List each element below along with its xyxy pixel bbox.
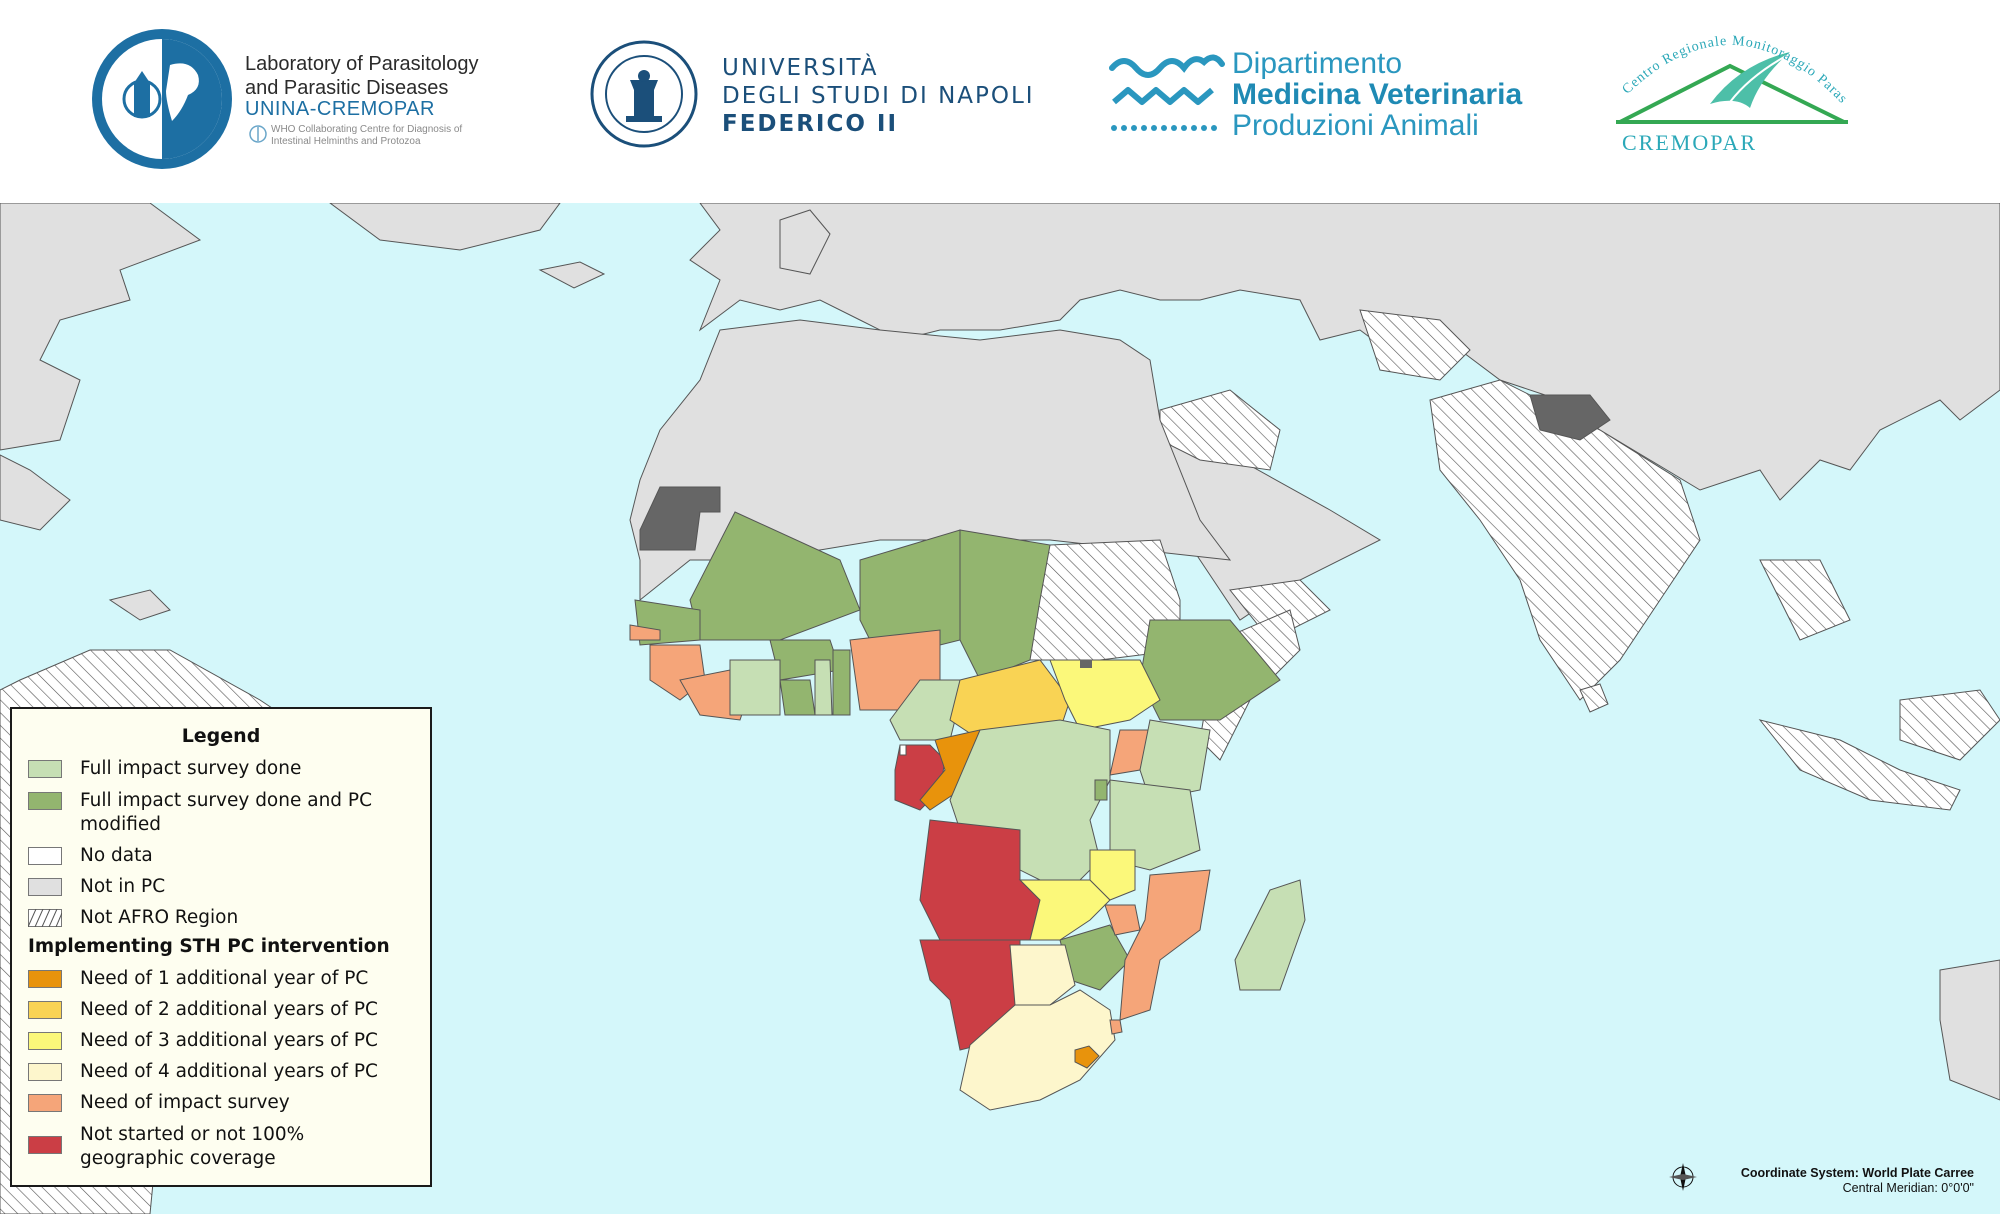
map-legend: Legend Full impact survey done Full impa… bbox=[10, 707, 432, 1187]
department-name: Dipartimento Medicina Veterinaria Produz… bbox=[1232, 48, 1522, 141]
land-indonesia bbox=[1758, 719, 1961, 811]
who-emblem-icon bbox=[249, 125, 267, 143]
lab-name-line2: and Parasitic Diseases bbox=[245, 77, 449, 99]
legend-label: Need of impact survey bbox=[80, 1092, 290, 1113]
department-line2: Medicina Veterinaria bbox=[1232, 78, 1523, 111]
country-south-sudan bbox=[1049, 659, 1161, 731]
university-line1: UNIVERSITÀ bbox=[722, 55, 879, 81]
land-indochina bbox=[1759, 559, 1851, 641]
land-central-america bbox=[0, 454, 71, 531]
lab-name-line1: Laboratory of Parasitology bbox=[245, 53, 479, 75]
land-turkmenistan bbox=[1359, 309, 1471, 381]
legend-label: Need of 3 additional years of PC bbox=[80, 1030, 378, 1051]
country-ghana bbox=[779, 679, 816, 716]
country-western-sahara bbox=[639, 486, 721, 551]
land-yemen bbox=[1229, 579, 1331, 641]
swatch-full-impact-modified bbox=[28, 792, 62, 810]
legend-label: Need of 4 additional years of PC bbox=[80, 1061, 378, 1082]
swatch-4-years bbox=[28, 1063, 62, 1081]
land-borneo bbox=[1899, 689, 2000, 761]
legend-label: Not in PC bbox=[80, 876, 166, 897]
swatch-not-afro-hatch bbox=[28, 909, 62, 927]
swatch-full-impact bbox=[28, 760, 62, 778]
lab-acronym: UNINA-CREMOPAR bbox=[245, 98, 435, 120]
svg-text:Centro Regionale Monitoraggio: Centro Regionale Monitoraggio Parassitos… bbox=[1600, 14, 1850, 107]
land-iceland bbox=[538, 261, 606, 289]
who-collab-line2: Intestinal Helminths and Protozoa bbox=[271, 136, 421, 147]
university-seal-icon bbox=[590, 40, 698, 148]
country-botswana bbox=[1009, 944, 1076, 1006]
land-north-america bbox=[0, 203, 202, 451]
university-line2: DEGLI STUDI DI NAPOLI bbox=[722, 83, 1035, 109]
coordinate-system: Coordinate System: World Plate Carree bbox=[1740, 1166, 1974, 1180]
legend-label: Need of 2 additional years of PC bbox=[80, 999, 378, 1020]
country-malawi bbox=[1104, 904, 1141, 936]
cremopar-arc-text: Centro Regionale Monitoraggio Parassitos… bbox=[1600, 14, 1850, 107]
lab-name: Laboratory of Parasitology and Parasitic… bbox=[245, 52, 478, 100]
land-greenland bbox=[329, 203, 561, 251]
department-wave-icon bbox=[1109, 54, 1225, 131]
land-australia bbox=[1939, 959, 2000, 1101]
legend-label: Full impact survey done bbox=[80, 758, 302, 779]
country-togo bbox=[814, 659, 833, 716]
land-caribbean bbox=[108, 589, 171, 621]
department-line1: Dipartimento bbox=[1232, 47, 1403, 80]
swatch-not-in-pc bbox=[28, 878, 62, 896]
who-collab-line1: WHO Collaborating Centre for Diagnosis o… bbox=[271, 124, 463, 135]
department-line3: Produzioni Animali bbox=[1232, 109, 1479, 142]
country-mozambique bbox=[1119, 869, 1211, 1021]
swatch-impact-survey bbox=[28, 1094, 62, 1112]
who-collab-text: WHO Collaborating Centre for Diagnosis o… bbox=[271, 124, 462, 148]
country-gambia bbox=[629, 624, 661, 641]
cremopar-wordmark: CREMOPAR bbox=[1622, 130, 1758, 155]
legend-subtitle: Implementing STH PC intervention bbox=[28, 936, 390, 957]
land-sri-lanka bbox=[1579, 683, 1609, 713]
coordinate-info: Coordinate System: World Plate Carree Ce… bbox=[1741, 1166, 1974, 1196]
university-name: UNIVERSITÀ DEGLI STUDI DI NAPOLI FEDERIC… bbox=[722, 54, 1035, 138]
legend-label: No data bbox=[80, 845, 153, 866]
swatch-not-started bbox=[28, 1136, 62, 1154]
unina-cremopar-logo bbox=[90, 25, 234, 177]
country-madagascar bbox=[1234, 879, 1306, 991]
legend-label: Full impact survey done and PC modified bbox=[80, 790, 372, 835]
country-south-africa bbox=[959, 989, 1116, 1111]
swatch-1-year bbox=[28, 970, 62, 988]
legend-label: Not AFRO Region bbox=[80, 907, 239, 928]
legend-label: Not started or not 100% geographic cover… bbox=[80, 1124, 305, 1169]
country-eswatini bbox=[1109, 1019, 1123, 1035]
university-line3: FEDERICO II bbox=[722, 111, 899, 137]
federico-ii-seal bbox=[590, 40, 698, 152]
land-kashmir bbox=[1529, 394, 1611, 441]
swatch-3-years bbox=[28, 1032, 62, 1050]
legend-label: Need of 1 additional year of PC bbox=[80, 968, 369, 989]
compass-icon bbox=[1669, 1163, 1697, 1191]
land-eurasia bbox=[689, 203, 2000, 501]
country-tanzania bbox=[1109, 779, 1201, 871]
country-malawi-north bbox=[1089, 849, 1136, 901]
header-bar: Laboratory of Parasitology and Parasitic… bbox=[0, 0, 2000, 203]
cremopar-arc-label: Centro Regionale Monitoraggio Parassitos… bbox=[1600, 14, 1849, 107]
country-abyei bbox=[1080, 660, 1092, 668]
country-rwanda-burundi bbox=[1094, 779, 1108, 801]
country-lesotho bbox=[1074, 1045, 1100, 1069]
swatch-no-data bbox=[28, 847, 62, 865]
country-no-data bbox=[899, 744, 907, 756]
legend-title: Legend bbox=[181, 725, 261, 747]
central-meridian: Central Meridian: 0°0'0" bbox=[1842, 1181, 1974, 1195]
seal-globe-icon bbox=[92, 29, 232, 169]
country-benin bbox=[832, 649, 851, 716]
cremopar-logo-icon bbox=[1616, 52, 1848, 124]
country-cote-divoire bbox=[729, 659, 781, 716]
country-chad bbox=[959, 529, 1051, 681]
land-uk bbox=[779, 209, 831, 275]
swatch-2-years bbox=[28, 1001, 62, 1019]
